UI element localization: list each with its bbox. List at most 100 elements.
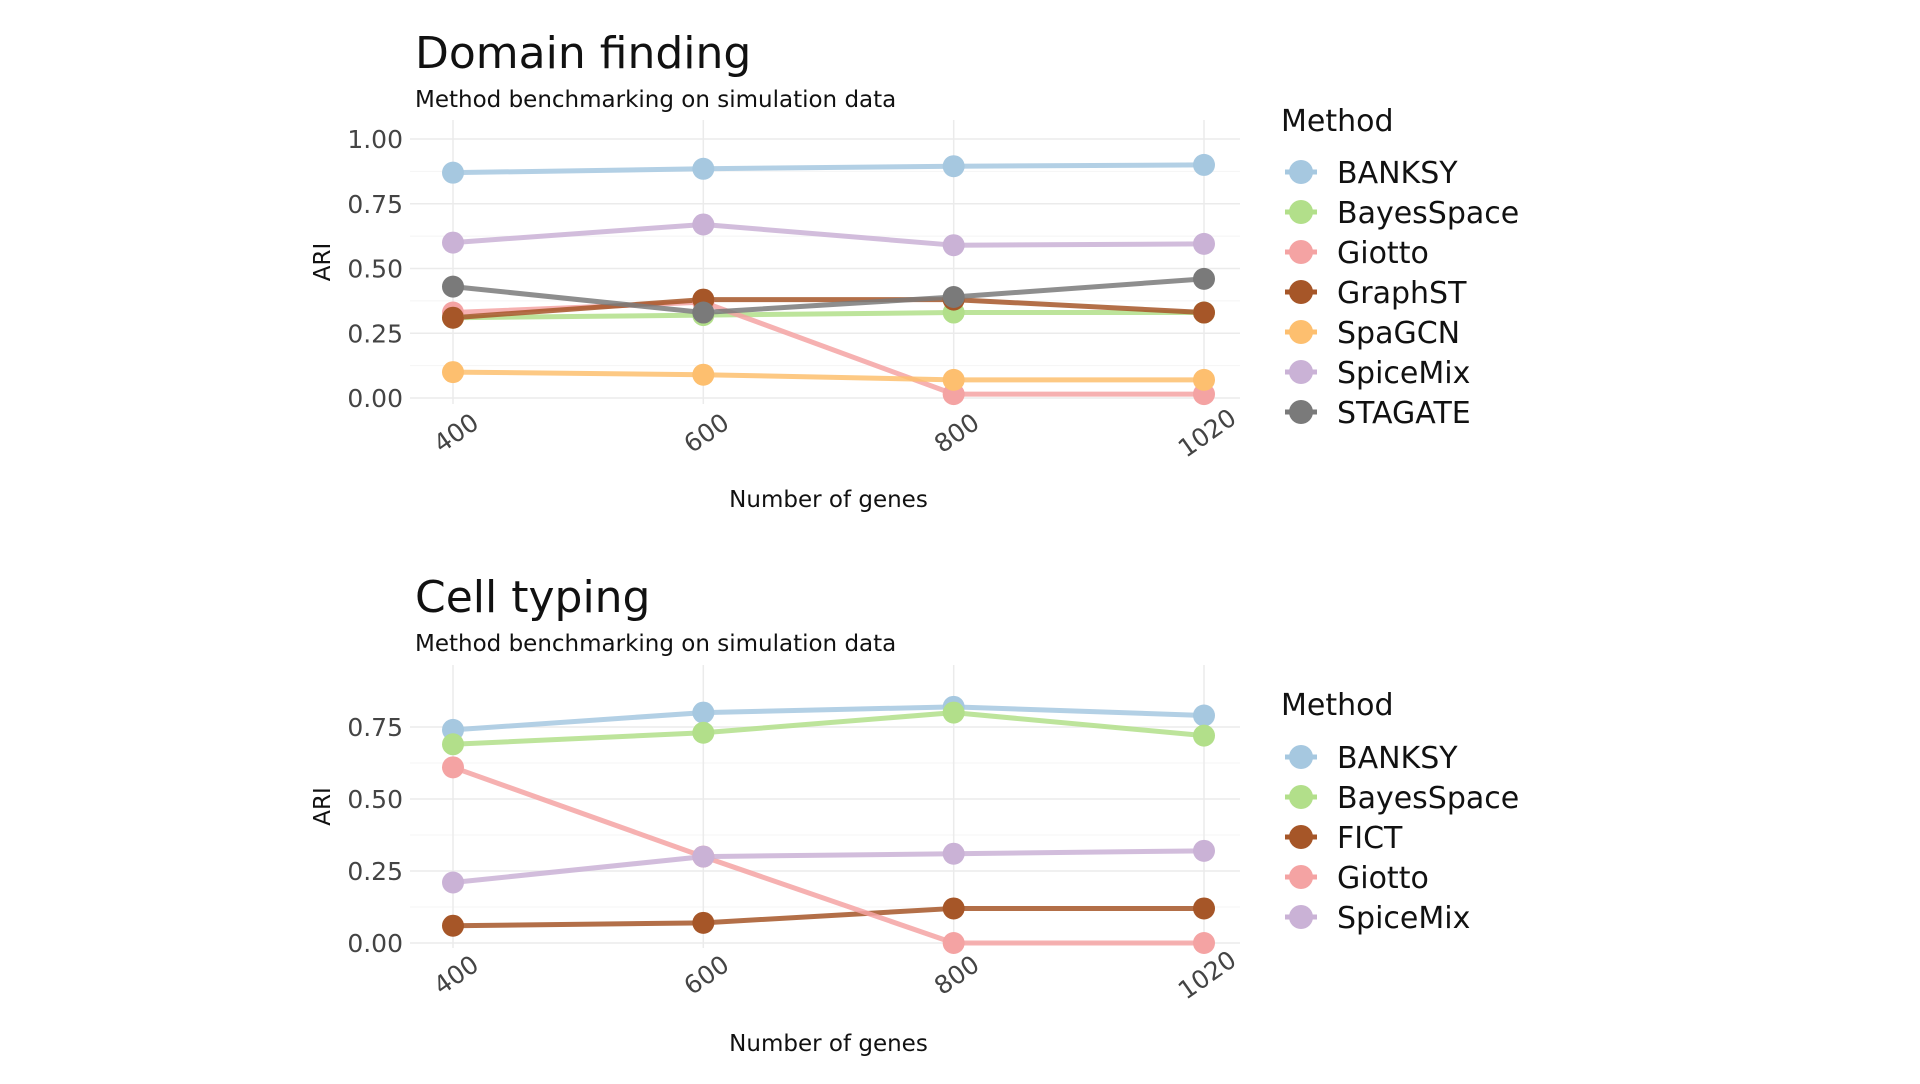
y-tick-label: 0.25 [347, 319, 403, 348]
y-tick-label: 1.00 [347, 125, 403, 154]
data-point-giotto [1193, 932, 1215, 954]
data-point-banksy [692, 701, 715, 724]
series-line-banksy [452, 704, 1205, 733]
legend-key-dot [1289, 160, 1313, 184]
data-point-fict [442, 914, 464, 937]
legend-item-label: BANKSY [1337, 156, 1458, 191]
legend-item-label: SpiceMix [1337, 901, 1470, 936]
data-point-spicemix [442, 231, 464, 254]
legend-item-label: BayesSpace [1337, 196, 1519, 231]
data-point-banksy [942, 155, 965, 178]
data-point-bayesspace [692, 721, 715, 744]
y-axis-label: ARI [310, 243, 336, 282]
series-line-bayesspace [452, 310, 1204, 321]
chart-title: Cell typing [415, 572, 651, 623]
y-tick-label: 0.75 [347, 713, 403, 742]
data-point-spagcn [942, 368, 965, 391]
data-point-graphst [1193, 301, 1215, 324]
data-point-fict [1193, 897, 1215, 920]
chart-panel-1: Cell typing Method benchmarking on simula… [310, 572, 1519, 1057]
legend-key-dot [1289, 905, 1313, 929]
data-point-spicemix [1193, 839, 1215, 862]
chart-title: Domain finding [415, 28, 751, 79]
y-tick-label: 0.00 [347, 384, 403, 413]
legend-key-dot [1289, 825, 1313, 849]
legend-item-label: SpiceMix [1337, 356, 1470, 391]
legend-key-dot [1289, 240, 1313, 264]
chart-panel-0: Domain finding Method benchmarking on sim… [310, 28, 1519, 513]
legend-item-label: STAGATE [1337, 396, 1471, 431]
data-point-fict [942, 897, 965, 920]
data-point-giotto [942, 932, 965, 954]
x-tick-label: 800 [929, 407, 985, 458]
legend-item-label: Giotto [1337, 861, 1429, 896]
y-tick-label: 0.50 [347, 255, 403, 284]
legend-item-label: Giotto [1337, 236, 1429, 271]
legend-key-dot [1289, 320, 1313, 344]
series-line-giotto [452, 764, 1204, 946]
data-point-bayesspace [942, 701, 965, 724]
y-axis-label: ARI [310, 787, 336, 826]
data-point-stagate [942, 285, 965, 308]
series-line-banksy [452, 162, 1205, 176]
data-point-stagate [1193, 267, 1215, 290]
data-point-banksy [1193, 153, 1215, 176]
data-point-spicemix [942, 842, 965, 865]
x-tick-label: 400 [428, 407, 484, 458]
data-point-fict [692, 911, 715, 934]
legend-key-dot [1289, 865, 1313, 889]
x-axis-label: Number of genes [729, 1031, 928, 1057]
data-point-graphst [442, 306, 464, 329]
legend-key-dot [1289, 200, 1313, 224]
legend-item-label: FICT [1337, 821, 1403, 856]
data-point-banksy [692, 157, 715, 180]
data-point-spagcn [442, 361, 464, 384]
y-tick-label: 0.25 [347, 857, 403, 886]
data-point-spicemix [692, 845, 715, 868]
data-point-spicemix [442, 871, 464, 894]
legend-title: Method [1281, 688, 1394, 723]
data-point-bayesspace [442, 733, 464, 756]
data-point-spagcn [1193, 368, 1215, 391]
legend-key-dot [1289, 280, 1313, 304]
x-tick-label: 1020 [1173, 945, 1242, 1005]
data-point-giotto [442, 756, 464, 779]
legend-item-label: BANKSY [1337, 741, 1458, 776]
chart-subtitle: Method benchmarking on simulation data [415, 87, 896, 113]
data-point-spicemix [1193, 232, 1215, 255]
x-axis-label: Number of genes [729, 487, 928, 513]
x-tick-label: 1020 [1173, 403, 1242, 463]
legend-key-dot [1289, 360, 1313, 384]
legend-key-dot [1289, 785, 1313, 809]
x-tick-label: 600 [679, 949, 735, 1000]
data-point-stagate [442, 275, 464, 298]
chart-subtitle: Method benchmarking on simulation data [415, 631, 896, 657]
y-tick-label: 0.75 [347, 190, 403, 219]
series-line-spicemix [452, 848, 1205, 886]
legend-item-label: BayesSpace [1337, 781, 1519, 816]
legend-key-dot [1289, 400, 1313, 424]
y-tick-label: 0.50 [347, 785, 403, 814]
x-tick-label: 800 [929, 949, 985, 1000]
legend-title: Method [1281, 104, 1394, 139]
legend-key-dot [1289, 745, 1313, 769]
data-point-stagate [692, 301, 715, 324]
data-point-spicemix [692, 213, 715, 236]
legend-item-label: GraphST [1337, 276, 1467, 311]
series-line-graphst [452, 297, 1205, 321]
data-point-bayesspace [1193, 724, 1215, 747]
series-line-bayesspace [452, 710, 1205, 747]
y-tick-label: 0.00 [347, 929, 403, 958]
data-point-spicemix [942, 234, 965, 257]
series-line-spicemix [452, 221, 1205, 248]
legend-item-label: SpaGCN [1337, 316, 1460, 351]
x-tick-label: 600 [679, 407, 735, 458]
series-line-spagcn [452, 369, 1204, 383]
series-line-fict [452, 905, 1204, 929]
data-point-banksy [442, 161, 464, 184]
data-point-spagcn [692, 363, 715, 386]
data-point-banksy [1193, 704, 1215, 727]
x-tick-label: 400 [428, 949, 484, 1000]
